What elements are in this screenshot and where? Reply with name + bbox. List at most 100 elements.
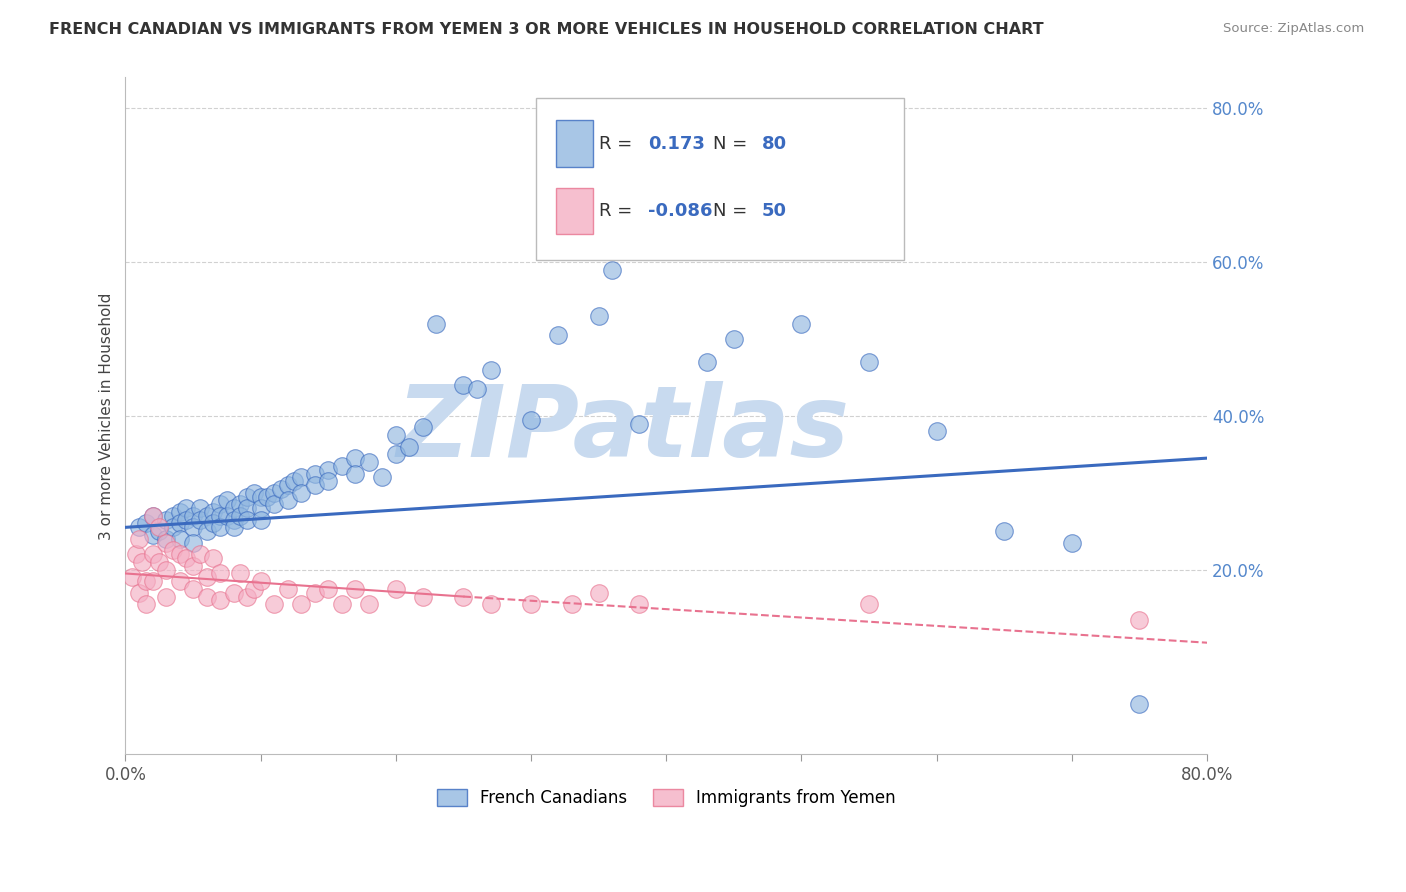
Point <box>135 574 157 589</box>
Point <box>858 355 880 369</box>
Point <box>316 463 339 477</box>
Point <box>202 551 225 566</box>
Point <box>600 262 623 277</box>
Text: N =: N = <box>713 135 752 153</box>
Point <box>148 524 170 538</box>
Point <box>561 597 583 611</box>
Text: Source: ZipAtlas.com: Source: ZipAtlas.com <box>1223 22 1364 36</box>
Text: 80: 80 <box>762 135 786 153</box>
Point <box>125 547 148 561</box>
Point <box>215 508 238 523</box>
Text: N =: N = <box>713 202 752 220</box>
Point <box>277 493 299 508</box>
Text: FRENCH CANADIAN VS IMMIGRANTS FROM YEMEN 3 OR MORE VEHICLES IN HOUSEHOLD CORRELA: FRENCH CANADIAN VS IMMIGRANTS FROM YEMEN… <box>49 22 1043 37</box>
Point <box>209 593 232 607</box>
Point <box>1128 697 1150 711</box>
Point <box>209 497 232 511</box>
Point <box>209 520 232 534</box>
FancyBboxPatch shape <box>555 187 593 235</box>
Point <box>696 355 718 369</box>
Point <box>263 497 285 511</box>
Point <box>236 513 259 527</box>
Point <box>1060 535 1083 549</box>
Point <box>453 378 475 392</box>
Point <box>344 451 367 466</box>
Point <box>141 528 163 542</box>
Point <box>520 412 543 426</box>
Point <box>290 597 312 611</box>
Point <box>181 582 204 596</box>
Point <box>453 590 475 604</box>
Point <box>155 590 177 604</box>
Point <box>243 582 266 596</box>
Point <box>229 566 252 581</box>
Point <box>316 582 339 596</box>
Point <box>141 574 163 589</box>
Point <box>249 501 271 516</box>
Point <box>135 516 157 531</box>
Point <box>628 597 651 611</box>
Point <box>209 508 232 523</box>
Point <box>304 467 326 481</box>
Point <box>169 547 191 561</box>
Point <box>176 513 198 527</box>
Point <box>131 555 153 569</box>
Point <box>176 501 198 516</box>
Point <box>1128 613 1150 627</box>
Point <box>188 513 211 527</box>
Point <box>243 485 266 500</box>
Point <box>181 535 204 549</box>
Point <box>169 516 191 531</box>
Point <box>209 566 232 581</box>
Point <box>290 470 312 484</box>
Point <box>412 590 434 604</box>
Point <box>222 501 245 516</box>
Point <box>547 328 569 343</box>
Point <box>195 570 218 584</box>
Point <box>465 382 488 396</box>
Point <box>181 520 204 534</box>
Point <box>222 520 245 534</box>
Text: R =: R = <box>599 135 638 153</box>
Point <box>344 582 367 596</box>
FancyBboxPatch shape <box>537 98 904 260</box>
Point <box>162 543 184 558</box>
Point <box>655 232 678 246</box>
FancyBboxPatch shape <box>555 120 593 167</box>
Point <box>249 490 271 504</box>
Point <box>330 597 353 611</box>
Point <box>256 490 278 504</box>
Point <box>155 535 177 549</box>
Point <box>344 467 367 481</box>
Point <box>236 501 259 516</box>
Point <box>249 513 271 527</box>
Point <box>128 532 150 546</box>
Point <box>304 478 326 492</box>
Point <box>236 590 259 604</box>
Point <box>176 551 198 566</box>
Point <box>283 474 305 488</box>
Point <box>155 532 177 546</box>
Point <box>222 513 245 527</box>
Point <box>195 508 218 523</box>
Point <box>188 501 211 516</box>
Point <box>222 585 245 599</box>
Point <box>479 597 502 611</box>
Y-axis label: 3 or more Vehicles in Household: 3 or more Vehicles in Household <box>100 293 114 540</box>
Point <box>148 520 170 534</box>
Point <box>195 590 218 604</box>
Point <box>588 585 610 599</box>
Point <box>316 474 339 488</box>
Point <box>398 440 420 454</box>
Point <box>290 485 312 500</box>
Point <box>162 520 184 534</box>
Point <box>121 570 143 584</box>
Point <box>148 555 170 569</box>
Point <box>169 532 191 546</box>
Point <box>155 513 177 527</box>
Point <box>141 508 163 523</box>
Point <box>425 317 447 331</box>
Point <box>357 597 380 611</box>
Point <box>128 520 150 534</box>
Point <box>925 424 948 438</box>
